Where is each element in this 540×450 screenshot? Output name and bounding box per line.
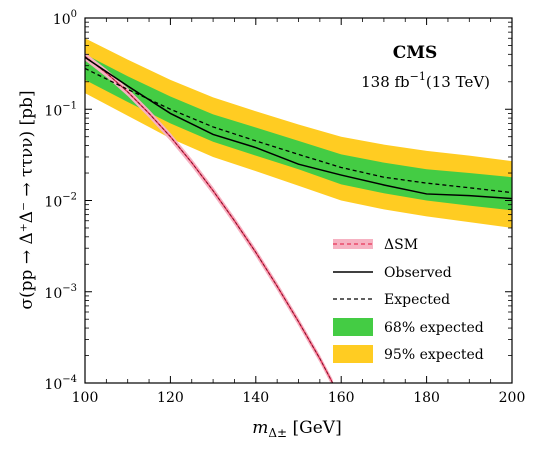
x-tick-label: 120 — [157, 390, 184, 406]
legend-entry-68: 68% expected — [333, 318, 484, 336]
legend-68-label: 68% expected — [384, 320, 484, 336]
plot-area — [85, 38, 512, 383]
experiment-label: CMS — [393, 43, 438, 63]
band-68-expected — [85, 54, 512, 211]
legend-entry-expected: Expected — [333, 292, 450, 308]
legend-theory-label: ΔSM — [384, 237, 418, 253]
plot-content — [85, 38, 512, 383]
legend-theory-swatch — [333, 239, 373, 249]
expected-limit-line — [85, 67, 512, 194]
theory-dashed-line — [85, 55, 334, 383]
legend-95-swatch — [333, 345, 373, 363]
legend-entry-theory: ΔSM — [333, 237, 418, 253]
legend-68-swatch — [333, 318, 373, 336]
x-tick-label: 140 — [242, 390, 269, 406]
legend: ΔSM Observed Expected 68% expected 95% e… — [333, 237, 484, 363]
legend-95-label: 95% expected — [384, 347, 484, 363]
y-tick-label: 100 — [53, 9, 77, 28]
legend-expected-label: Expected — [384, 292, 450, 308]
axes: 100 120 140 160 180 200 10−4 10−3 10−2 10−1 100 — [44, 9, 525, 406]
y-tick-label: 10−2 — [44, 192, 77, 211]
legend-entry-observed: Observed — [333, 265, 452, 281]
y-tick-label: 10−1 — [44, 100, 77, 119]
y-tick-label: 10−3 — [44, 283, 77, 302]
y-axis-title: σ(pp → Δ⁺Δ⁻ → ττνν) [pb] — [17, 90, 37, 309]
luminosity-label: 138 fb−1(13 TeV) — [361, 70, 490, 91]
x-tick-label: 200 — [499, 390, 526, 406]
legend-entry-95: 95% expected — [333, 345, 484, 363]
legend-observed-label: Observed — [384, 265, 452, 281]
observed-limit-line — [85, 56, 512, 200]
x-axis-title: mΔ± [GeV] — [252, 418, 341, 440]
x-tick-label: 100 — [72, 390, 99, 406]
x-tick-label: 180 — [413, 390, 440, 406]
y-tick-label: 10−4 — [44, 374, 77, 393]
x-tick-label: 160 — [328, 390, 355, 406]
